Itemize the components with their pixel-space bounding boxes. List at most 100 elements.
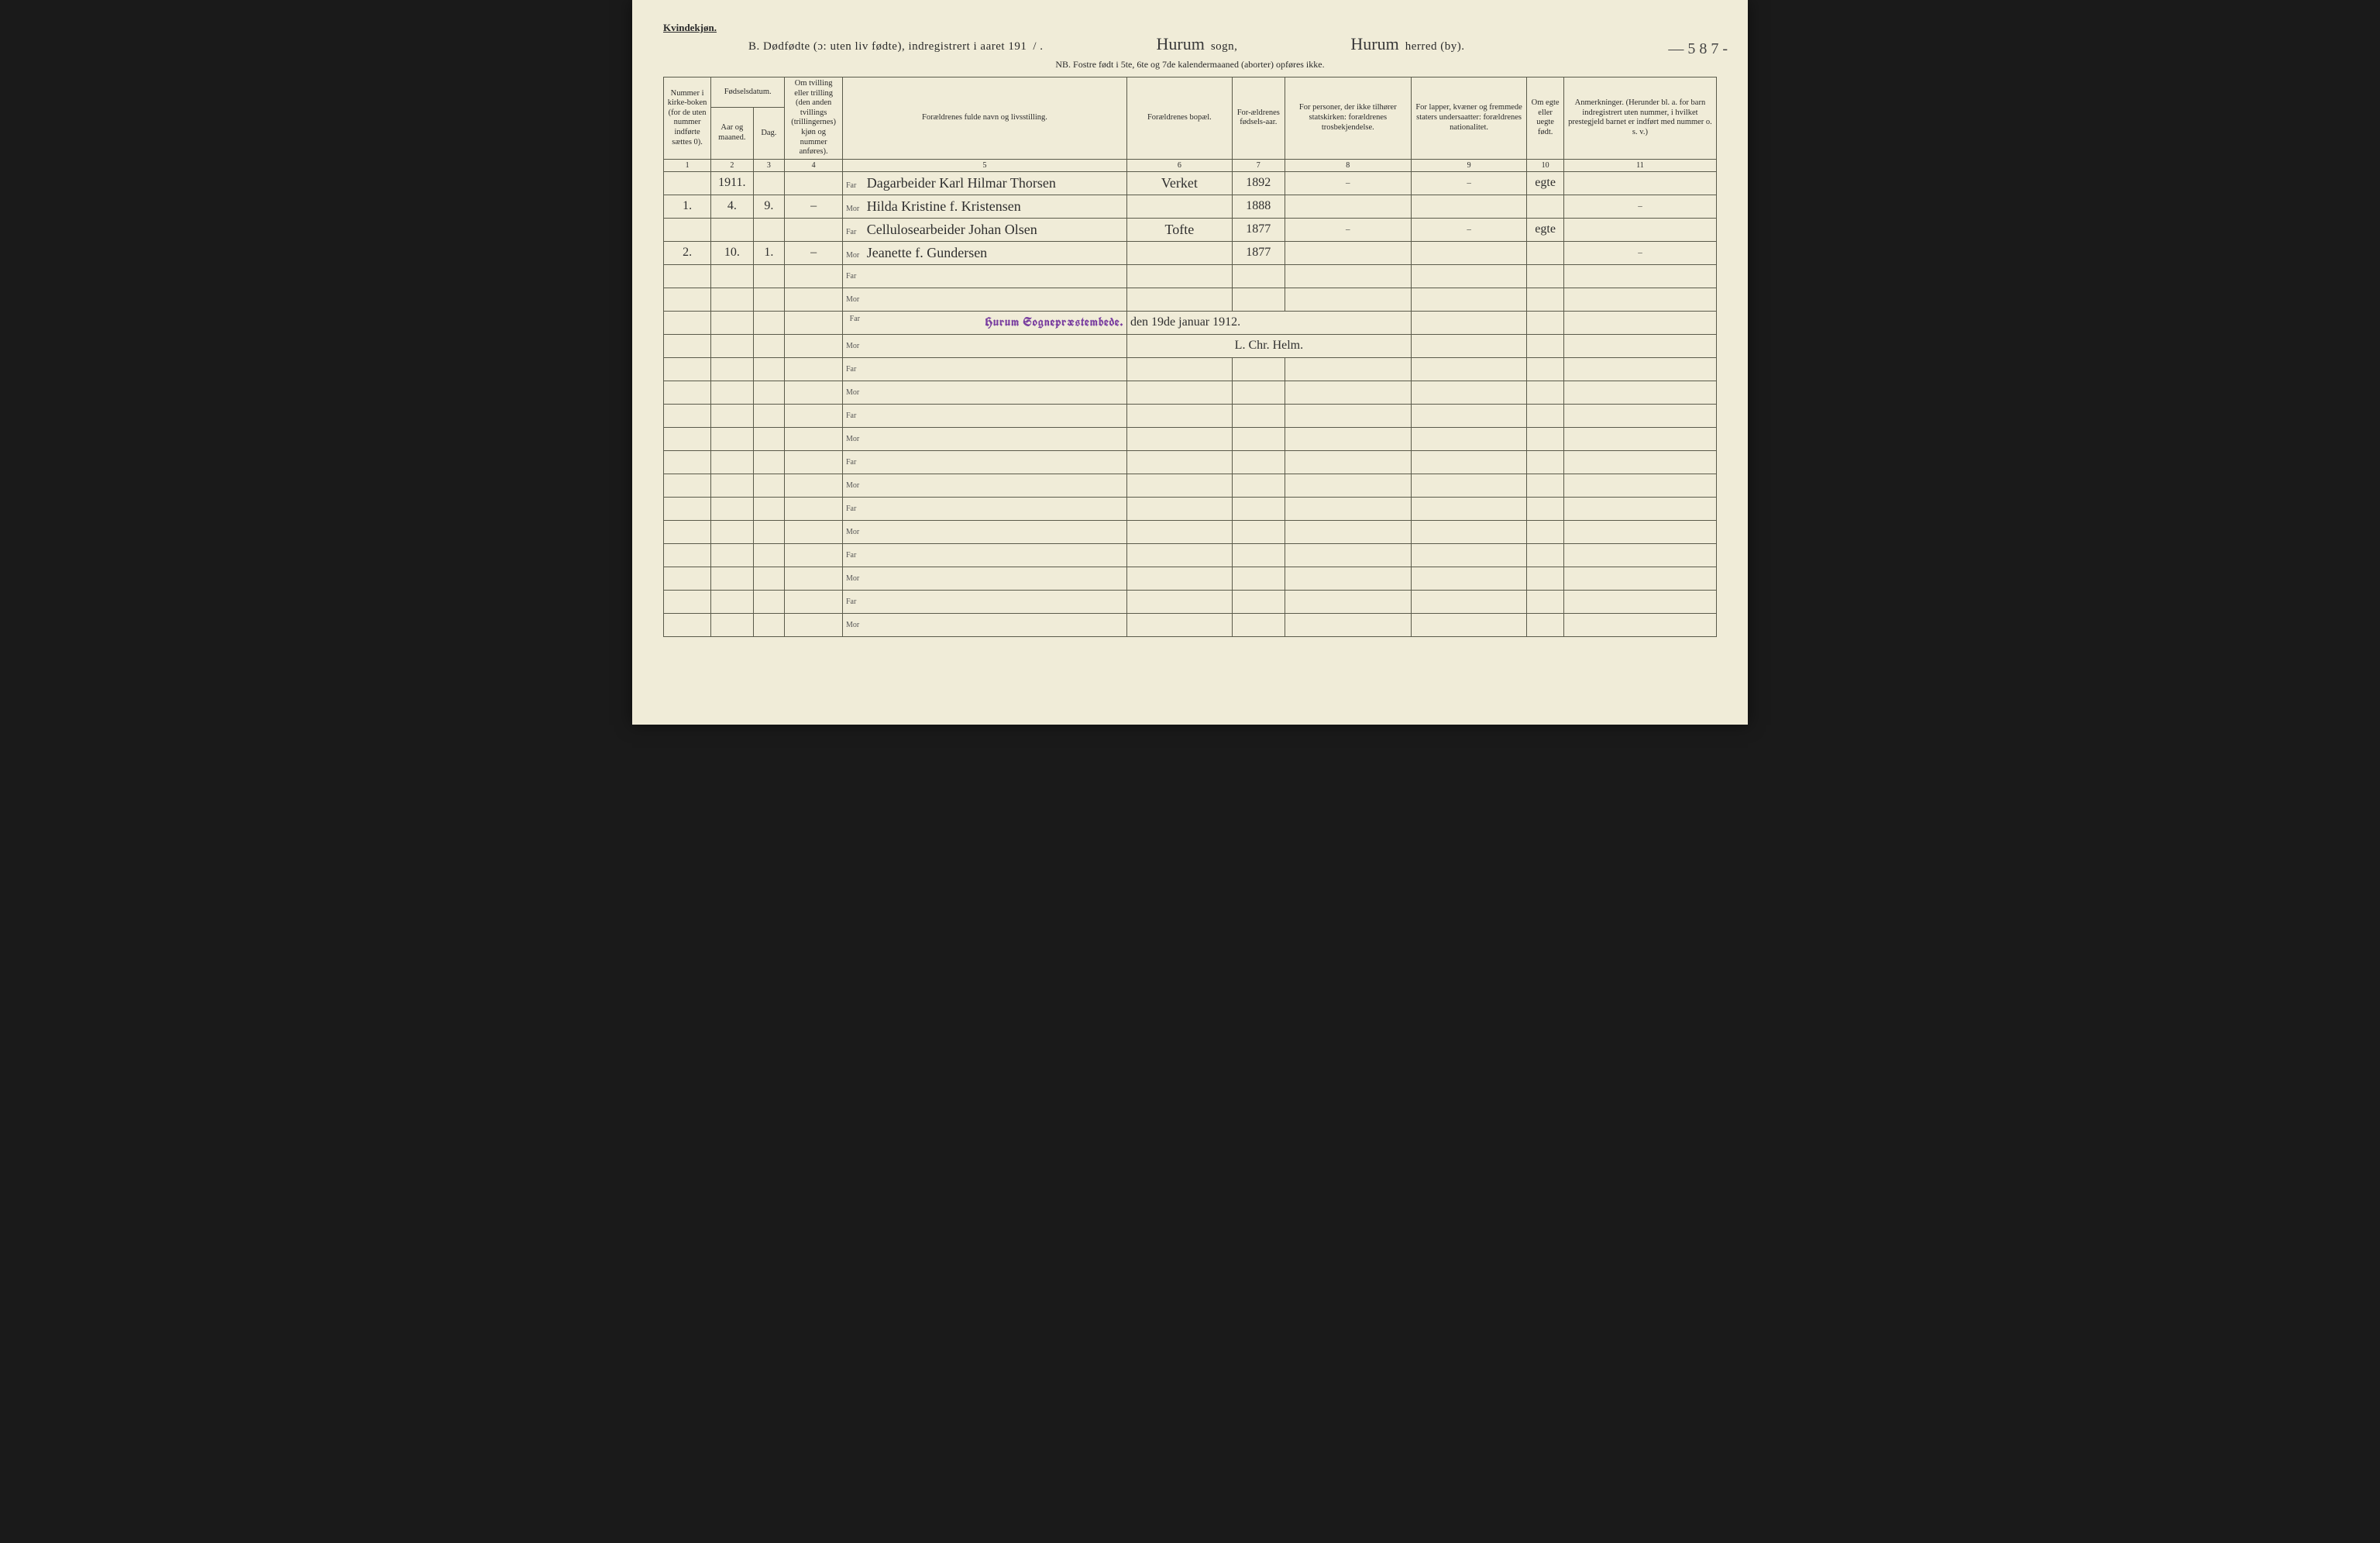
cell-far-name: Far [843,497,1127,520]
cell-stats [1285,195,1411,218]
cell-dag [753,171,785,195]
cell-bopel [1126,241,1232,264]
table-row: Far [664,450,1717,474]
far-name-value: Dagarbeider Karl Hilmar Thorsen [867,175,1056,191]
table-row: Mor [664,520,1717,543]
cell-egte: egte [1527,171,1564,195]
table-row: Far [664,590,1717,613]
table-row: Mor L. Chr. Helm. [664,334,1717,357]
column-numbers-row: 1 2 3 4 5 6 7 8 9 10 11 [664,159,1717,171]
cell-no: 1. [664,195,711,218]
far-label: Far [846,458,865,467]
cell-aar-maaned: 10. [711,241,753,264]
cell-bopel [1126,195,1232,218]
table-row: Far [664,497,1717,520]
cell-egte [1527,241,1564,264]
cell-mor-aar: 1877 [1232,241,1285,264]
signature-date: den 19de januar 1912. [1126,311,1411,334]
far-label: Far [846,505,865,513]
cell-far-name: Far [843,264,1127,288]
cell-dag: 1. [753,241,785,264]
cell-nation: – [1411,171,1526,195]
cell-mor-name: Mor [843,567,1127,590]
col2b-header: Dag. [753,107,785,159]
table-row: Far Hurum Sognepræstembede. den 19de jan… [664,311,1717,334]
far-label: Far [846,412,865,420]
far-label: Far [846,315,865,323]
cell-stats: – [1285,218,1411,241]
mor-label: Mor [846,295,865,304]
title-year-suffix: / . [1033,40,1043,53]
colnum: 7 [1232,159,1285,171]
title-prefix: B. Dødfødte (ɔ: uten liv fødte), indregi… [748,40,1027,53]
page-number: — 5 8 7 - [1668,40,1728,58]
far-label: Far [846,551,865,560]
table-head: Nummer i kirke-boken (for de uten nummer… [664,77,1717,172]
cell-mor-name: Mor [843,427,1127,450]
colnum: 11 [1563,159,1716,171]
signature-name: L. Chr. Helm. [1126,334,1411,357]
cell-egte: egte [1527,218,1564,241]
cell-far-name: Far [843,404,1127,427]
far-label: Far [846,598,865,606]
table-row: Far [664,357,1717,381]
col5-header: Forældrenes fulde navn og livsstilling. [843,77,1127,160]
cell-tvilling [785,218,843,241]
cell-anm: – [1563,195,1716,218]
colnum: 9 [1411,159,1526,171]
cell-no: 2. [664,241,711,264]
parish-stamp: Hurum Sognepræstembede. [985,315,1123,330]
col1-header: Nummer i kirke-boken (for de uten nummer… [664,77,711,160]
cell-anm [1563,218,1716,241]
colnum: 3 [753,159,785,171]
far-label: Far [846,228,865,236]
table-row: Far Cellulosearbeider Johan Olsen Tofte … [664,218,1717,241]
nb-note: NB. Fostre født i 5te, 6te og 7de kalend… [663,59,1717,71]
mor-label: Mor [846,435,865,443]
table-row: 2. 10. 1. – Mor Jeanette f. Gundersen 18… [664,241,1717,264]
cell-nation [1411,241,1526,264]
cell-aar-maaned: 4. [711,195,753,218]
col2-group-header: Fødselsdatum. [711,77,785,108]
cell-mor-aar: 1888 [1232,195,1285,218]
cell-mor-name: Mor Jeanette f. Gundersen [843,241,1127,264]
sogn-value: Hurum [1157,34,1205,54]
colnum: 5 [843,159,1127,171]
cell-egte [1527,195,1564,218]
mor-label: Mor [846,205,865,213]
cell-nation [1411,195,1526,218]
col8-header: For personer, der ikke tilhører statskir… [1285,77,1411,160]
cell-far-name: Far Cellulosearbeider Johan Olsen [843,218,1127,241]
table-body: 1911. Far Dagarbeider Karl Hilmar Thorse… [664,171,1717,636]
colnum: 8 [1285,159,1411,171]
mor-label: Mor [846,342,865,350]
col2a-header: Aar og maaned. [711,107,753,159]
table-row: Far [664,264,1717,288]
mor-label: Mor [846,528,865,536]
cell-dag: 9. [753,195,785,218]
mor-name-value: Hilda Kristine f. Kristensen [867,198,1021,214]
cell-bopel: Verket [1126,171,1232,195]
cell-tvilling: – [785,241,843,264]
cell-anm: – [1563,241,1716,264]
colnum: 6 [1126,159,1232,171]
cell-far-name: Far [843,543,1127,567]
cell-nation: – [1411,218,1526,241]
col11-header: Anmerkninger. (Herunder bl. a. for barn … [1563,77,1716,160]
table-row: Mor [664,567,1717,590]
cell-mor-name: Mor [843,288,1127,311]
cell-mor-name: Mor [843,474,1127,497]
mor-label: Mor [846,621,865,629]
col4-header: Om tvilling eller trilling (den anden tv… [785,77,843,160]
cell-stamp: Far Hurum Sognepræstembede. [843,311,1127,334]
cell-mor-name: Mor [843,381,1127,404]
cell-far-name: Far [843,357,1127,381]
table-row: Mor [664,613,1717,636]
cell-aar-maaned [711,218,753,241]
table-row: Mor [664,427,1717,450]
herred-value: Hurum [1350,34,1398,54]
mor-label: Mor [846,481,865,490]
mor-label: Mor [846,388,865,397]
mor-name-value: Jeanette f. Gundersen [867,245,987,260]
cell-no [664,171,711,195]
